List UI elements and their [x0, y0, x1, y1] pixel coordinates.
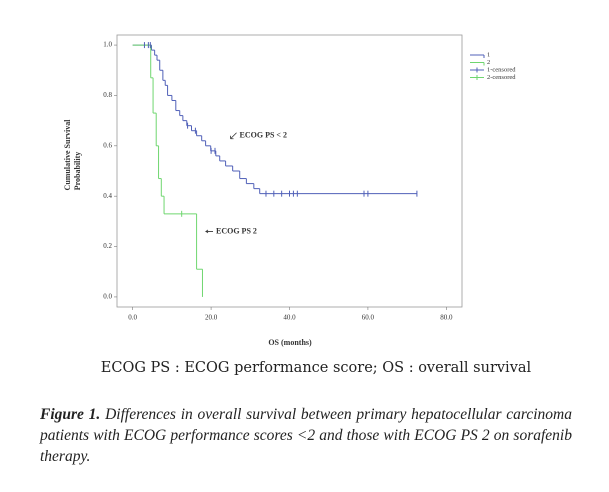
y-tick-label: 0.4: [103, 192, 112, 200]
legend-label: 1-censored: [487, 66, 516, 73]
x-tick-label: 60.0: [362, 314, 375, 322]
figure-text: Differences in overall survival between …: [40, 406, 572, 465]
annotation: ECOG PS < 2: [240, 131, 287, 140]
legend-label: 2-censored: [487, 74, 516, 81]
y-axis-title: Cumulative Survival: [63, 119, 72, 191]
x-tick-label: 40.0: [283, 314, 296, 322]
x-tick-label: 80.0: [440, 314, 453, 322]
x-tick-label: 20.0: [205, 314, 218, 322]
annotation-arrow: [204, 229, 214, 234]
chart: Cumulative Survival Probability OS (mont…: [63, 34, 532, 376]
legend-label: 2: [487, 59, 490, 66]
y-tick-label: 1.0: [103, 41, 112, 49]
x-tick-label: 0.0: [128, 314, 137, 322]
figure-caption: Figure 1. Differences in overall surviva…: [40, 404, 572, 467]
plot-frame: [116, 34, 463, 308]
y-tick-label: 0.8: [103, 91, 112, 99]
y-tick-label: 0.0: [103, 293, 112, 301]
figure-label: Figure 1.: [40, 406, 101, 423]
y-tick-label: 0.6: [103, 141, 112, 149]
note: ECOG PS : ECOG performance score; OS : o…: [101, 360, 532, 376]
x-axis-title: OS (months): [268, 338, 312, 347]
legend-label: 1: [487, 51, 490, 58]
y-tick-label: 0.2: [103, 242, 112, 250]
annotation: ECOG PS 2: [216, 226, 257, 235]
annotation-arrow: [230, 132, 237, 140]
y-axis-title: Probability: [73, 152, 82, 191]
